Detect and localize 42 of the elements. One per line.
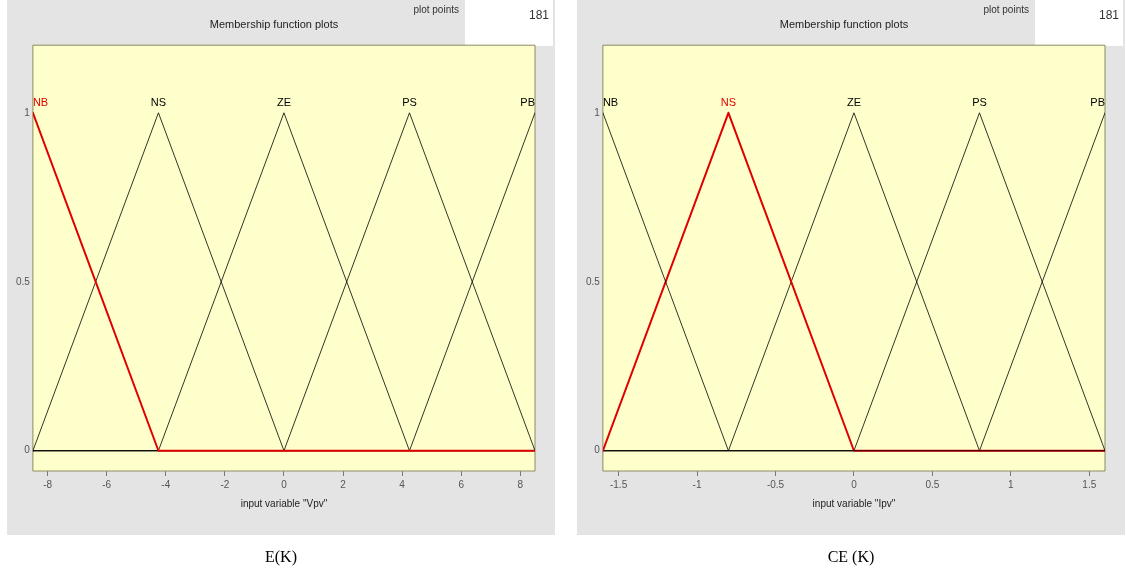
x-tick-label: 0 xyxy=(851,478,858,490)
series-label: NB xyxy=(602,95,619,108)
x-tick-label: -0.5 xyxy=(766,478,785,490)
series-label: NS xyxy=(720,95,737,108)
text: E(K) xyxy=(264,548,298,566)
y-tick-label: 0.5 xyxy=(586,275,601,287)
y-tick-label: 1 xyxy=(594,106,601,118)
x-tick-label: 0 xyxy=(281,478,288,490)
x-tick-label: 8 xyxy=(517,478,524,490)
series-label: ZE xyxy=(276,95,291,108)
x-tick-label: 1 xyxy=(1008,478,1015,490)
series-label: PB xyxy=(520,95,536,108)
x-tick-label: 4 xyxy=(399,478,406,490)
x-tick-label: 2 xyxy=(340,478,347,490)
x-axis-title: input variable "Ipv" xyxy=(812,497,896,509)
x-tick-label: -8 xyxy=(43,478,53,490)
x-tick-label: -1.5 xyxy=(609,478,628,490)
y-tick-label: 0 xyxy=(594,444,601,456)
x-tick-label: -2 xyxy=(220,478,230,490)
x-tick-label: -1 xyxy=(692,478,702,490)
text: plot points xyxy=(413,4,459,15)
y-tick-label: 0 xyxy=(24,444,31,456)
text: 181 xyxy=(465,0,553,46)
x-tick-label: 1.5 xyxy=(1082,478,1097,490)
series-label: PB xyxy=(1090,95,1106,108)
x-axis-title: input variable "Vpv" xyxy=(240,497,328,509)
text: plot points xyxy=(983,4,1029,15)
text: 181 xyxy=(1035,0,1123,46)
x-tick-label: 6 xyxy=(458,478,465,490)
y-tick-label: 1 xyxy=(24,106,31,118)
x-tick-label: 0.5 xyxy=(925,478,940,490)
chart-title: Membership function plots xyxy=(209,17,339,30)
text: CE (K) xyxy=(826,548,876,566)
chart-title: Membership function plots xyxy=(779,17,909,30)
series-label: NS xyxy=(150,95,167,108)
x-tick-label: -6 xyxy=(102,478,112,490)
series-label: PS xyxy=(402,95,417,108)
y-tick-label: 0.5 xyxy=(16,275,31,287)
x-tick-label: -4 xyxy=(161,478,171,490)
series-label: NB xyxy=(32,95,49,108)
series-label: ZE xyxy=(846,95,861,108)
series-label: PS xyxy=(972,95,987,108)
